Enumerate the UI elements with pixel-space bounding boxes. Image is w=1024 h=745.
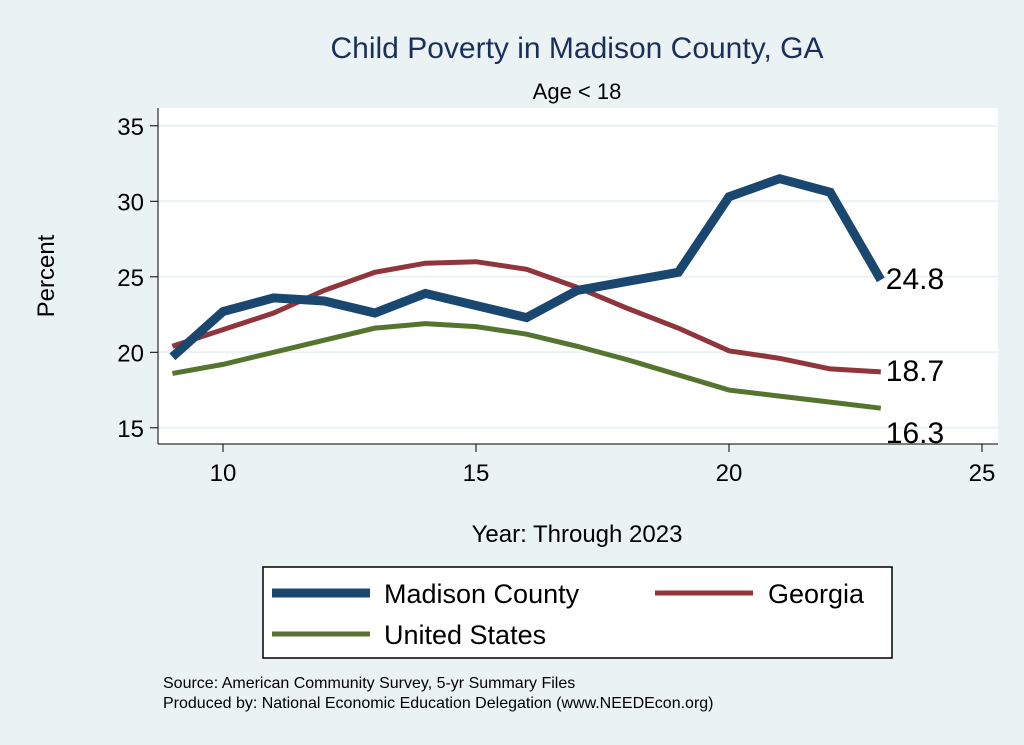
end-value-label: 16.3 [886,417,944,450]
end-value-label: 18.7 [886,355,944,388]
x-axis-label: Year: Through 2023 [472,521,683,548]
y-tick-label: 20 [117,340,144,367]
y-tick-label: 25 [117,265,144,292]
legend-label: United States [384,620,546,650]
y-tick-label: 30 [117,189,144,216]
x-tick-label: 10 [210,460,237,487]
legend-label: Madison County [384,579,580,609]
series-line-georgia [171,259,881,375]
chart-subtitle: Age < 18 [533,79,622,104]
end-value-label: 24.8 [886,263,944,296]
y-axis-label: Percent [33,234,60,317]
y-tick-label: 35 [117,114,144,141]
x-tick-label: 20 [716,460,743,487]
chart-title: Child Poverty in Madison County, GA [331,32,824,65]
produced-note: Produced by: National Economic Education… [163,695,714,712]
source-note: Source: American Community Survey, 5-yr … [163,675,575,692]
series-line-madison-county [169,173,885,361]
x-tick-label: 15 [463,460,490,487]
y-tick-label: 15 [117,416,144,443]
x-tick-label: 25 [969,460,996,487]
legend-label: Georgia [768,579,865,609]
legend [262,566,893,659]
series-line-united-states [171,321,882,411]
